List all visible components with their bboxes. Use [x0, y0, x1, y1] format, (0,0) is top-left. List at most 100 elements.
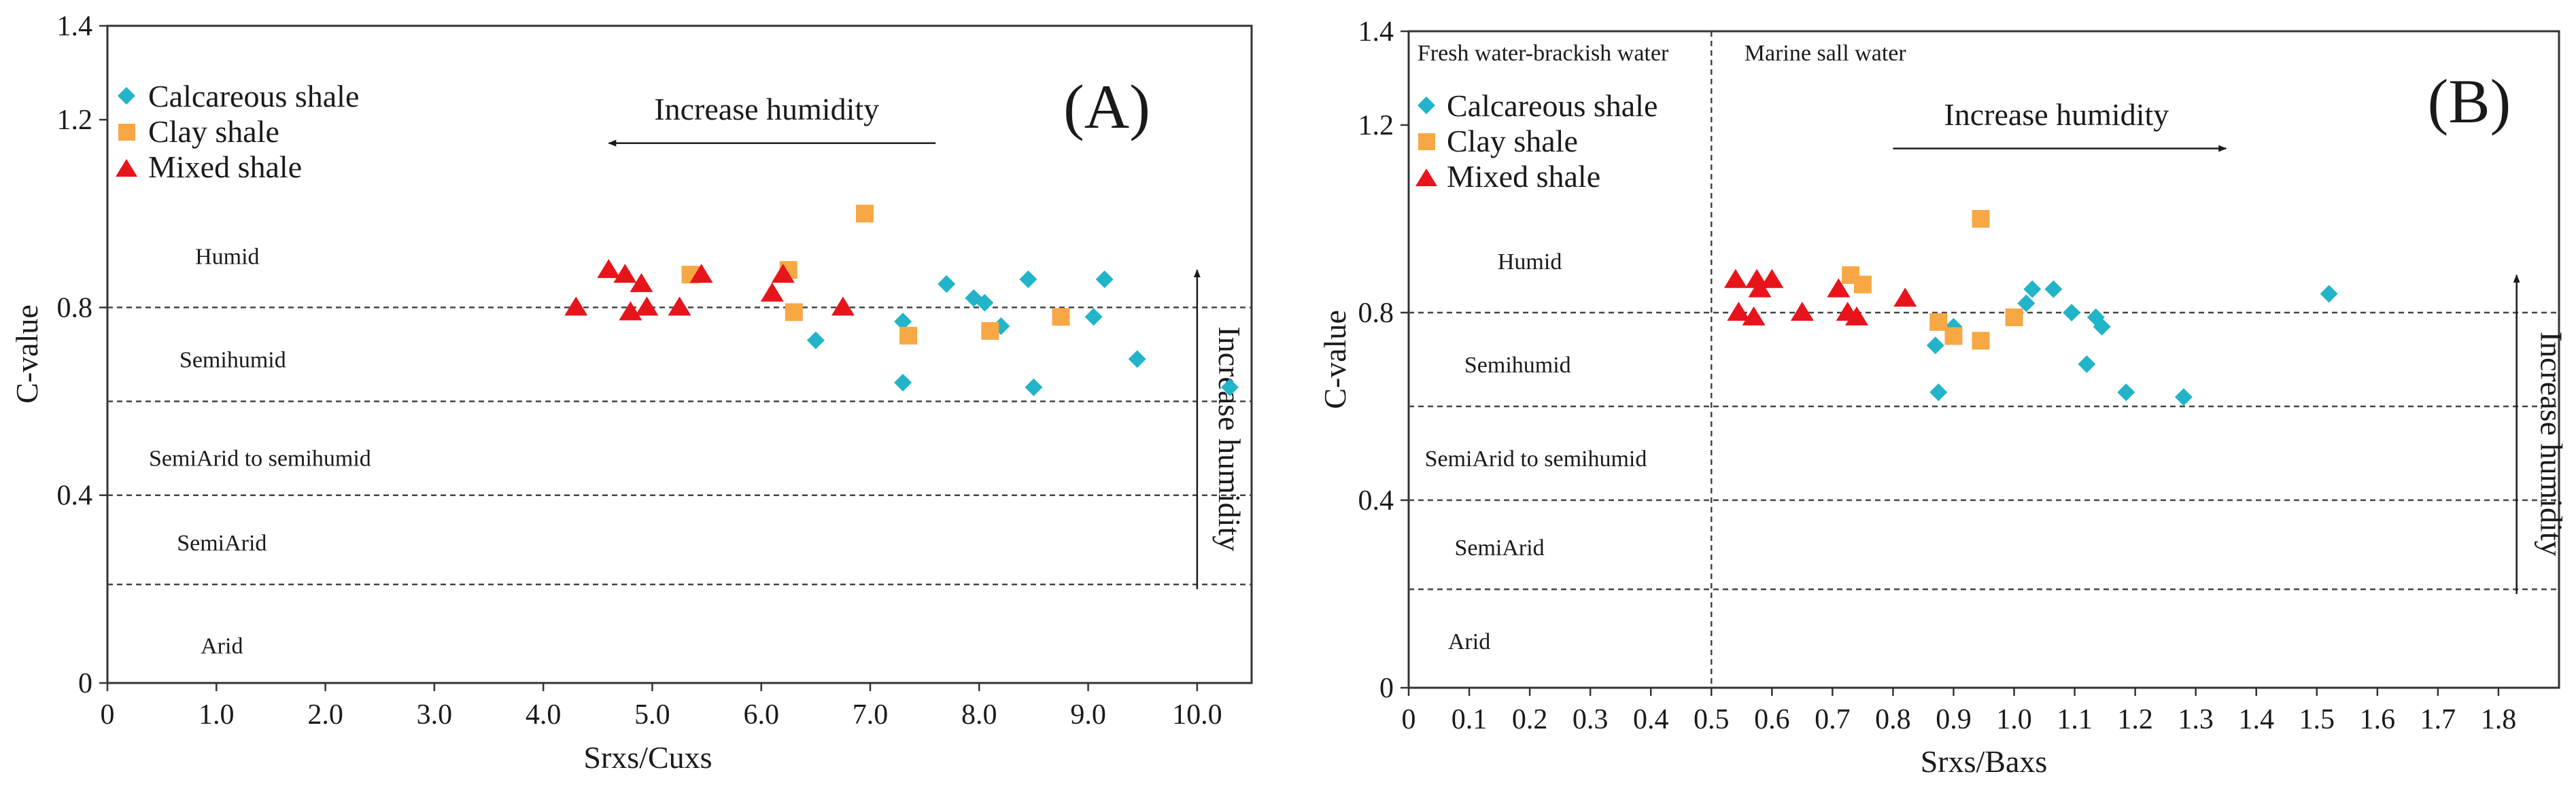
x-tick-label: 0.5: [1694, 704, 1730, 735]
clay-shale-point: [1853, 275, 1872, 294]
mixed-shale-point: [760, 282, 784, 302]
x-tick-label: 1.6: [2360, 704, 2396, 735]
panel-a-x-ticks: 0 1.0 2.0 3.0 4.0 5.0 6.0 7.0 8.0 9.0 10.0: [101, 683, 1222, 731]
legend-b-calcareous-marker: [1418, 97, 1435, 114]
calcareous-shale-point: [2023, 280, 2042, 298]
mixed-shale-point: [630, 273, 653, 292]
mixed-shale-point: [613, 264, 637, 283]
zone-label-semiarid-to-semihumid: SemiArid to semihumid: [149, 446, 371, 471]
humidity-arrow-label-up: Increase humidity: [2534, 332, 2569, 557]
x-tick-label: 10.0: [1172, 699, 1222, 731]
y-tick-label: 1.4: [57, 11, 93, 42]
calcareous-shale-point: [976, 294, 994, 312]
mixed-shale-point: [564, 296, 588, 316]
x-tick-label: 1.7: [2420, 704, 2456, 735]
mixed-shale-point: [1844, 306, 1868, 326]
panel-a-plot-frame: [106, 24, 1253, 684]
clay-shale-point: [855, 205, 874, 223]
legend-a-calcareous-label: Calcareous shale: [148, 79, 359, 113]
x-tick-label: 2.0: [307, 699, 343, 731]
legend-a-clay-label: Clay shale: [148, 114, 279, 149]
mixed-shale-point: [1790, 302, 1814, 321]
x-tick-label: 0.4: [1633, 704, 1669, 735]
panel-b-zone-labels: Humid Semihumid SemiArid to semihumid SemiA…: [1425, 249, 1647, 654]
panel-b-points: [1723, 210, 2338, 406]
calcareous-shale-point: [2078, 355, 2096, 373]
zone-label-arid: Arid: [201, 634, 243, 659]
calcareous-shale-point: [2174, 388, 2193, 406]
legend-a-mixed-marker: [116, 159, 137, 177]
mixed-shale-point: [771, 264, 795, 283]
panel-a-arrows: Increase humidity Increase humidity: [608, 92, 1247, 589]
legend-b-calcareous-label: Calcareous shale: [1447, 88, 1658, 123]
mixed-shale-point: [635, 296, 659, 316]
mixed-shale-point: [1723, 268, 1747, 288]
x-tick-label: 0: [1402, 704, 1416, 735]
panel-a-y-ticks: 0 0.4 0.8 1.2 1.4: [57, 11, 107, 699]
calcareous-shale-point: [1220, 378, 1239, 396]
mixed-shale-point: [1760, 268, 1784, 288]
panel-a: Humid Semihumid SemiArid to semihumid SemiA…: [10, 11, 1253, 775]
clay-shale-point: [1972, 210, 1990, 228]
calcareous-shale-point: [894, 373, 912, 391]
mixed-shale-point: [831, 296, 855, 316]
zone-label-semiarid-to-semihumid: SemiArid to semihumid: [1425, 446, 1647, 472]
zone-label-humid: Humid: [195, 244, 259, 269]
mixed-shale-point: [1742, 306, 1766, 326]
x-tick-label: 3.0: [417, 699, 453, 731]
x-tick-label: 1.8: [2481, 704, 2517, 735]
x-tick-label: 6.0: [743, 699, 779, 731]
mixed-shale-point: [689, 264, 713, 283]
calcareous-shale-point: [2117, 383, 2135, 402]
clay-shale-point: [1052, 308, 1070, 326]
calcareous-shale-point: [1128, 350, 1146, 368]
clay-shale-point: [1972, 332, 1990, 350]
calcareous-shale-point: [2017, 294, 2036, 313]
panel-a-label: (A): [1063, 72, 1150, 141]
calcareous-shale-point: [1019, 270, 1037, 288]
x-tick-label: 1.4: [2238, 704, 2274, 735]
clay-shale-point: [899, 326, 918, 345]
x-tick-label: 5.0: [634, 699, 670, 731]
x-tick-label: 0.7: [1815, 704, 1851, 735]
panel-a-zone-labels: Humid Semihumid SemiArid to semihumid SemiA…: [149, 244, 371, 659]
mixed-shale-point: [1748, 278, 1772, 298]
calcareous-shale-point: [1929, 383, 1948, 402]
calcareous-shale-point: [806, 331, 825, 349]
mixed-shale-point: [1893, 287, 1917, 307]
calcareous-shale-point: [2320, 285, 2338, 303]
panel-b-y-axis-title: C-value: [1318, 310, 1352, 409]
x-tick-label: 0: [101, 699, 115, 731]
panel-b-x-axis-title: Srxs/Baxs: [1921, 744, 2048, 779]
legend-a-clay-marker: [118, 124, 135, 141]
x-tick-label: 1.1: [2057, 704, 2093, 735]
humidity-arrow-label-up: Increase humidity: [1212, 326, 1247, 551]
panel-b-label: (B): [2428, 67, 2511, 136]
x-tick-label: 0.2: [1512, 704, 1548, 735]
y-tick-label: 0.8: [57, 292, 93, 323]
zone-label-semihumid: Semihumid: [179, 347, 286, 372]
legend-a-mixed-label: Mixed shale: [148, 150, 302, 184]
clay-shale-point: [1944, 327, 1963, 345]
y-tick-label: 0.4: [1358, 485, 1394, 516]
panel-a-y-axis-title: C-value: [10, 304, 44, 404]
calcareous-shale-point: [894, 313, 912, 331]
x-tick-label: 8.0: [961, 699, 997, 731]
panel-b-region-marine-label: Marine sall water: [1745, 41, 1907, 66]
calcareous-shale-point: [2044, 280, 2063, 298]
calcareous-shale-point: [2093, 317, 2111, 336]
x-tick-label: 0.8: [1875, 704, 1911, 735]
mixed-shale-point: [597, 259, 621, 279]
y-tick-label: 1.2: [1358, 110, 1394, 141]
humidity-arrow-label-left: Increase humidity: [654, 92, 879, 126]
legend-b-mixed-marker: [1415, 169, 1437, 186]
x-tick-label: 1.2: [2117, 704, 2153, 735]
mixed-shale-point: [668, 296, 691, 316]
clay-shale-point: [981, 321, 999, 340]
humidity-arrow-label-right: Increase humidity: [1944, 97, 2169, 132]
y-tick-label: 1.2: [57, 105, 93, 136]
legend-a-calcareous-marker: [118, 87, 135, 105]
legend-b-mixed-label: Mixed shale: [1447, 159, 1600, 194]
x-tick-label: 1.3: [2178, 704, 2214, 735]
